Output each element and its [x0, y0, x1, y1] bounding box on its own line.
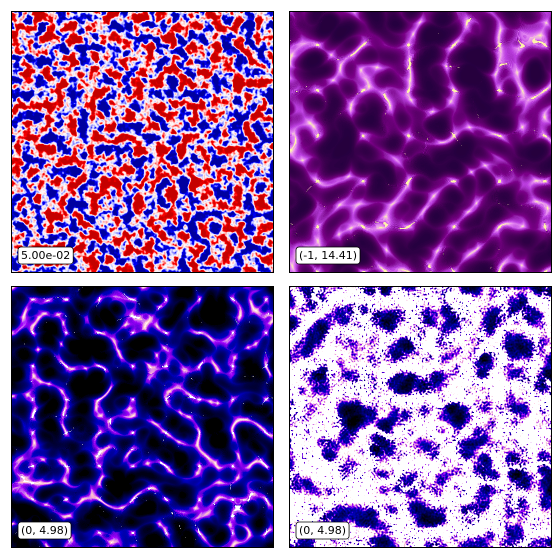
label-box — [17, 521, 72, 540]
panel-label: 5.00e-02 — [21, 249, 70, 262]
field-image — [289, 11, 552, 273]
panel: (0, 4.98) — [289, 286, 552, 548]
panel-frame — [289, 11, 552, 273]
field-image — [289, 286, 552, 548]
panel-label: (0, 4.98) — [21, 524, 68, 537]
panel-label: (-1, 14.41) — [299, 249, 357, 262]
field-image — [11, 286, 274, 548]
label-box — [295, 246, 361, 265]
field-image — [11, 11, 274, 273]
panel: (-1, 14.41) — [289, 11, 552, 273]
panel-frame — [11, 286, 274, 548]
panel-label: (0, 4.98) — [299, 524, 346, 537]
panel: 5.00e-02 — [11, 11, 274, 273]
panel-frame — [289, 286, 552, 548]
panel: (0, 4.98) — [11, 286, 274, 548]
label-box — [295, 521, 350, 540]
panel-frame — [11, 11, 274, 273]
label-box — [17, 246, 74, 265]
panels: 5.00e-02 (-1, 14.41) (0, 4.98) (0, 4.98) — [11, 11, 552, 548]
